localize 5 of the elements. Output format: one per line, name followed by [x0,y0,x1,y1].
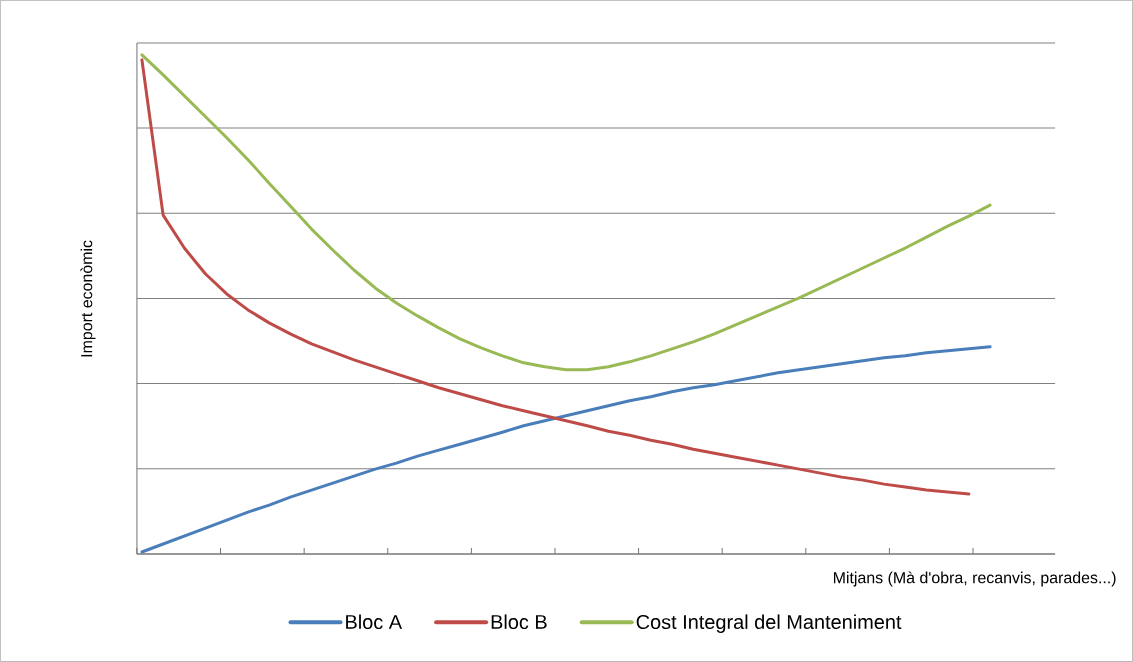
legend-label: Bloc A [346,614,403,630]
legend-label: Bloc B [491,614,547,630]
x-axis-title: Mitjans (Mà d'obra, recanvis, parades...) [833,571,1116,587]
y-axis-title: Import econòmic [80,240,96,357]
legend-label: Cost Integral del Manteniment [636,614,902,634]
